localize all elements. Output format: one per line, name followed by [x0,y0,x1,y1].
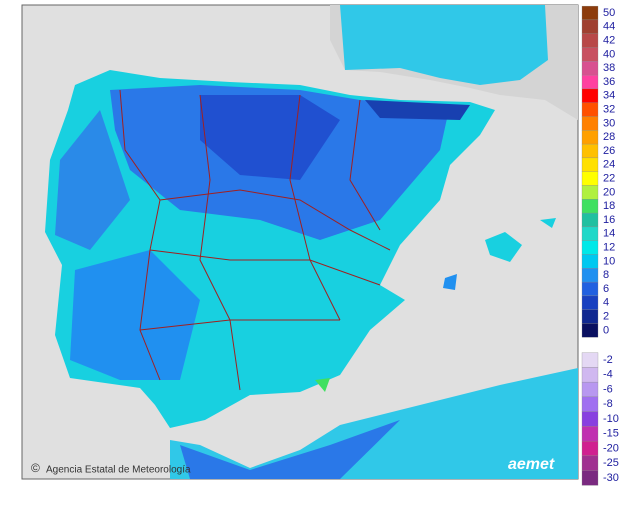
legend-label: 12 [603,242,615,254]
legend-label: 4 [603,297,609,309]
border [159,189,391,251]
legend-label: 24 [603,159,615,171]
legend-label: 16 [603,214,615,226]
legend-swatch [581,226,599,241]
legend-swatch [581,74,599,90]
cool-west [55,110,130,250]
legend-swatch [581,185,599,200]
legend-label: 36 [603,76,615,88]
menorca [540,218,556,228]
legend-swatch [581,116,599,131]
legend-label: 26 [603,145,615,157]
legend-label: 40 [603,48,615,60]
legend-swatch [581,171,599,186]
legend-label: 2 [603,311,609,323]
province-borders [119,89,391,391]
legend-swatch [581,157,599,172]
cool-southwest [70,250,200,380]
legend-label: 42 [603,35,615,47]
legend-label: 44 [603,21,615,33]
legend-swatch [581,130,599,145]
legend-swatch [581,426,599,442]
pyrenees [365,100,470,120]
legend-swatch [581,381,599,398]
legend-label: 50 [603,7,615,19]
legend-swatch [581,240,599,255]
legend-swatch [581,199,599,214]
legend-label: -20 [603,442,619,454]
legend-label: 30 [603,117,615,129]
legend-label: 34 [603,90,615,102]
border [119,89,161,381]
legend-label: -15 [603,428,619,440]
legend-swatch [581,5,599,21]
legend-swatch [581,281,599,297]
border [199,94,241,391]
legend-label: 38 [603,62,615,74]
legend-swatch [581,19,599,34]
legend-swatch [581,33,599,48]
legend-label: -30 [603,472,619,484]
legend-swatch [581,396,599,412]
border [139,319,340,331]
legend-swatch [581,61,599,76]
legend-label: -25 [603,457,619,469]
legend-label: -10 [603,413,619,425]
legend-swatch [581,102,599,117]
legend-label: 0 [603,324,609,336]
legend-swatch [581,323,599,338]
legend-swatch [581,47,599,62]
africa-cool [180,420,400,479]
logo: aemet [508,456,555,473]
legend-label: 10 [603,255,615,267]
legend-label: -4 [603,369,613,381]
legend-label: 14 [603,228,615,240]
legend-swatch [581,470,599,486]
legend-swatch [581,309,599,324]
france-field [340,5,548,85]
legend-label: -2 [603,354,613,366]
legend-swatch [581,352,599,368]
legend-label: 28 [603,131,615,143]
legend-swatch [581,268,599,283]
mallorca [485,232,522,262]
legend-label: 32 [603,104,615,116]
cold-core [200,95,340,180]
legend-label: -8 [603,398,613,410]
legend-swatch [581,254,599,269]
legend-label: 8 [603,269,609,281]
legend-swatch [581,212,599,228]
warm-spot [315,378,330,392]
legend-label: 22 [603,173,615,185]
legend-label: 18 [603,200,615,212]
legend-swatch [581,411,599,427]
border [149,249,381,286]
legend-swatch [581,88,599,103]
legend-label: -6 [603,383,613,395]
legend-swatch [581,440,599,457]
legend-swatch [581,455,599,471]
border [349,99,381,231]
border [289,94,341,321]
agency-name: Agencia Estatal de Meteorología [46,465,191,476]
legend-swatch [581,143,599,159]
copyright-symbol: © [31,461,40,475]
north-africa [170,368,578,479]
ibiza [443,274,457,290]
legend-swatch [581,295,599,310]
legend-label: 6 [603,283,609,295]
legend: 5044424038363432302826242220181614121086… [581,5,619,486]
legend-label: 20 [603,186,615,198]
legend-swatch [581,367,599,383]
